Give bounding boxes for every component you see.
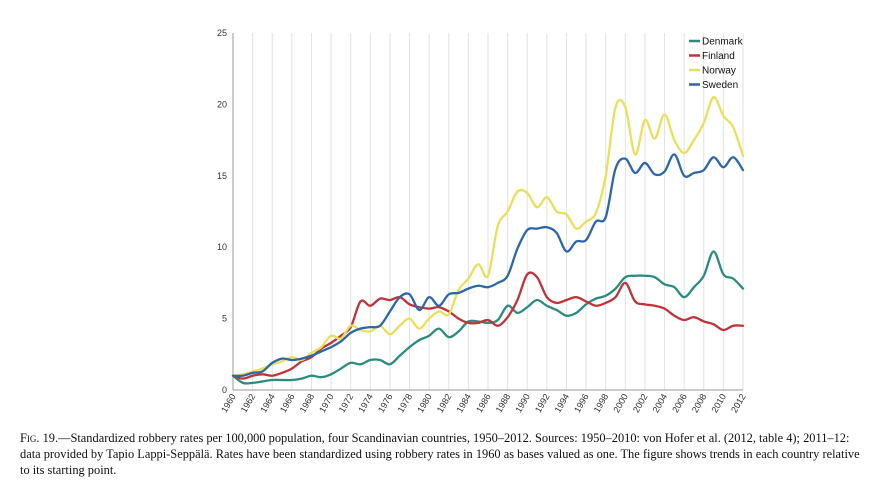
x-tick-1978: 1978 <box>396 392 415 414</box>
legend-item-sweden: Sweden <box>689 80 738 91</box>
x-tick-2008: 2008 <box>690 392 709 414</box>
y-tick-20: 20 <box>217 99 227 109</box>
legend-label-norway: Norway <box>702 66 736 77</box>
x-tick-1988: 1988 <box>494 392 513 414</box>
legend: Denmark Finland Norway Sweden <box>689 37 744 91</box>
x-tick-1982: 1982 <box>435 392 454 414</box>
axes <box>232 33 743 391</box>
series-line-finland <box>231 271 745 380</box>
x-tick-1992: 1992 <box>533 392 552 414</box>
x-tick-1996: 1996 <box>572 392 591 414</box>
x-tick-1972: 1972 <box>337 392 356 414</box>
x-tick-labels: 1960 1962 1964 1966 1968 1970 1972 1974 1976 1978… <box>219 392 748 414</box>
series-lines <box>231 96 745 385</box>
x-tick-1968: 1968 <box>298 392 317 414</box>
x-tick-1998: 1998 <box>592 392 611 414</box>
x-tick-2010: 2010 <box>709 392 728 414</box>
x-tick-1964: 1964 <box>258 392 277 414</box>
gridlines <box>232 33 744 390</box>
x-tick-1994: 1994 <box>553 392 572 414</box>
x-tick-1980: 1980 <box>415 392 434 414</box>
legend-item-finland: Finland <box>689 51 735 62</box>
y-tick-5: 5 <box>222 314 227 324</box>
x-tick-1960: 1960 <box>219 392 238 414</box>
y-tick-25: 25 <box>217 28 227 38</box>
x-tick-1970: 1970 <box>317 392 336 414</box>
x-tick-1990: 1990 <box>513 392 532 414</box>
caption-text: —Standardized robbery rates per 100,000 … <box>20 431 860 477</box>
x-tick-2006: 2006 <box>670 392 689 414</box>
x-tick-1974: 1974 <box>356 392 375 414</box>
x-tick-2002: 2002 <box>631 392 650 414</box>
y-tick-15: 15 <box>217 171 227 181</box>
x-tick-1966: 1966 <box>278 392 297 414</box>
x-tick-1962: 1962 <box>239 392 258 414</box>
y-tick-labels: 0 5 10 15 20 25 <box>217 28 227 395</box>
legend-item-denmark: Denmark <box>689 37 744 48</box>
legend-label-finland: Finland <box>702 51 735 62</box>
figure-caption: Fig. 19.—Standardized robbery rates per … <box>20 430 860 478</box>
y-tick-10: 10 <box>217 242 227 252</box>
series-line-denmark <box>231 250 745 385</box>
x-tick-2000: 2000 <box>611 392 630 414</box>
series-line-norway <box>231 96 745 377</box>
legend-label-sweden: Sweden <box>702 80 738 91</box>
x-tick-1984: 1984 <box>454 392 473 414</box>
legend-label-denmark: Denmark <box>702 37 744 48</box>
x-tick-2004: 2004 <box>651 392 670 414</box>
series-line-sweden <box>231 153 745 378</box>
figure-label: Fig. 19. <box>20 431 59 445</box>
x-tick-1986: 1986 <box>474 392 493 414</box>
legend-item-norway: Norway <box>689 66 736 77</box>
x-tick-2012: 2012 <box>729 392 748 414</box>
y-tick-0: 0 <box>222 385 227 395</box>
x-tick-1976: 1976 <box>376 392 395 414</box>
